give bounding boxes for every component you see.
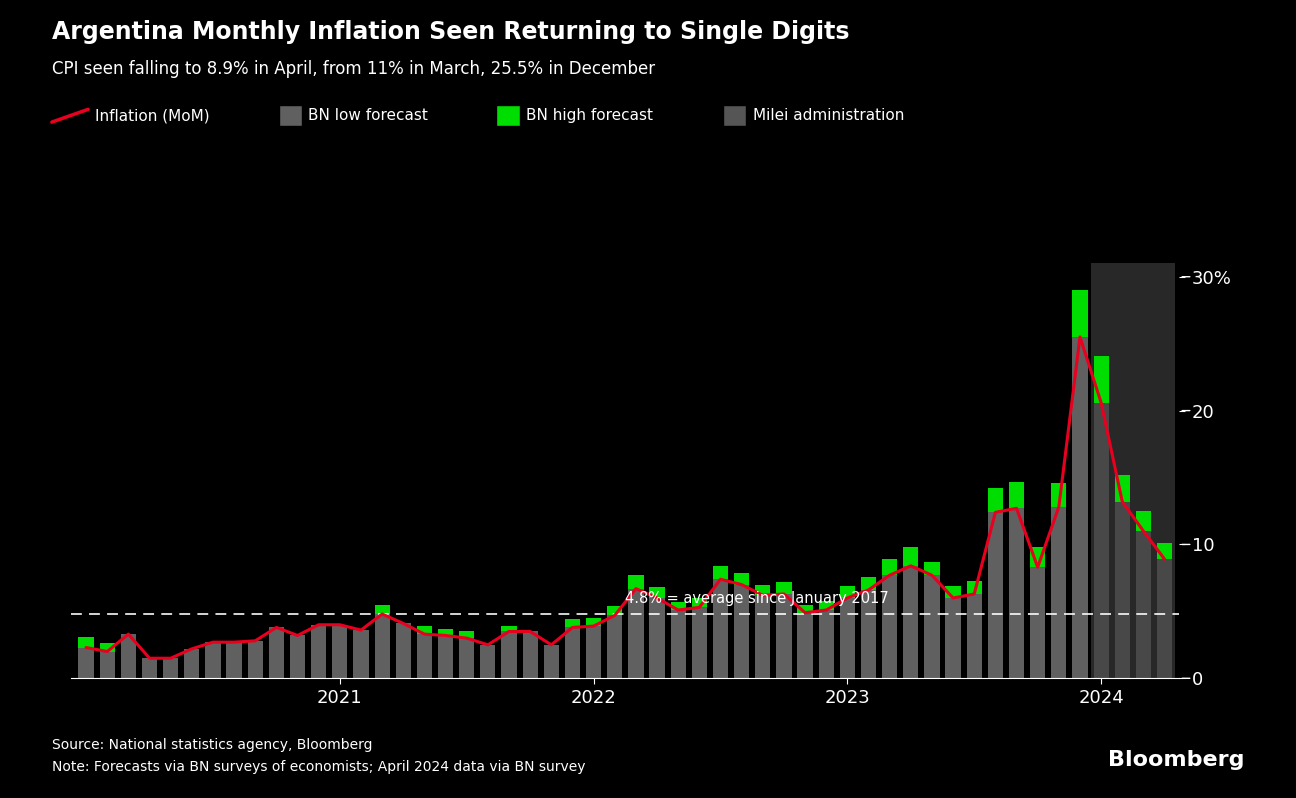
Bar [417,626,432,634]
Bar [946,586,960,598]
Bar [1157,543,1172,559]
Bar [565,627,581,678]
Bar [1115,475,1130,502]
Bar [395,623,411,678]
Bar [1090,263,1175,678]
Bar [205,642,220,678]
Bar [141,658,157,678]
Bar [607,615,622,678]
Bar [607,606,622,615]
Bar [1157,559,1172,678]
Bar [586,618,601,626]
Bar [756,595,770,678]
Bar [924,575,940,678]
Bar [988,488,1003,512]
Bar [290,635,305,678]
Bar [332,625,347,678]
Bar [184,649,200,678]
Bar [1115,502,1130,678]
Text: BN low forecast: BN low forecast [308,109,428,123]
Bar [797,605,813,613]
Bar [163,658,179,678]
Text: Bloomberg: Bloomberg [1108,750,1244,770]
Bar [79,647,93,678]
Bar [438,629,454,635]
Bar [311,625,327,678]
Bar [924,562,940,575]
Bar [840,598,855,678]
Bar [649,598,665,678]
Bar [840,586,855,598]
Bar [967,594,982,678]
Bar [629,575,644,589]
Bar [713,579,728,678]
Bar [544,645,559,678]
Bar [734,572,749,585]
Bar [819,610,833,678]
Bar [629,589,644,678]
Bar [459,638,474,678]
Bar [1030,567,1046,678]
Bar [1051,483,1067,507]
Bar [1072,290,1087,337]
Bar [438,635,454,678]
Bar [692,607,706,678]
Bar [248,641,263,678]
Bar [481,645,495,678]
Bar [522,631,538,678]
Bar [903,547,919,566]
Bar [79,637,93,647]
Bar [756,585,770,595]
Bar [1135,531,1151,678]
Bar [375,614,390,678]
Bar [819,601,833,610]
Bar [1094,402,1109,678]
Bar [797,613,813,678]
Bar [1030,547,1046,567]
Bar [459,631,474,638]
Bar [1008,481,1024,508]
Bar [1135,511,1151,531]
Bar [861,577,876,590]
Text: Source: National statistics agency, Bloomberg: Source: National statistics agency, Bloo… [52,738,372,753]
Bar [988,512,1003,678]
Bar [967,581,982,594]
Bar [100,651,115,678]
Text: BN high forecast: BN high forecast [526,109,653,123]
Bar [649,587,665,598]
Bar [1008,508,1024,678]
Bar [883,559,897,575]
Text: 4.8% = average since January 2017: 4.8% = average since January 2017 [625,591,889,606]
Bar [268,627,284,678]
Bar [1051,507,1067,678]
Bar [1072,337,1087,678]
Bar [502,626,517,631]
Bar [375,605,390,614]
Bar [692,598,706,607]
Bar [670,602,686,610]
Text: Note: Forecasts via BN surveys of economists; April 2024 data via BN survey: Note: Forecasts via BN surveys of econom… [52,760,586,774]
Bar [670,610,686,678]
Text: Argentina Monthly Inflation Seen Returning to Single Digits: Argentina Monthly Inflation Seen Returni… [52,20,849,44]
Bar [1094,356,1109,402]
Text: Inflation (MoM): Inflation (MoM) [95,109,209,123]
Bar [417,634,432,678]
Text: Milei administration: Milei administration [753,109,905,123]
Bar [734,585,749,678]
Bar [121,634,136,678]
Bar [502,631,517,678]
Bar [227,642,242,678]
Bar [776,582,792,594]
Bar [354,630,368,678]
Bar [100,643,115,651]
Bar [776,594,792,678]
Bar [883,575,897,678]
Bar [565,619,581,627]
Bar [586,626,601,678]
Bar [946,598,960,678]
Bar [903,566,919,678]
Bar [861,590,876,678]
Bar [713,566,728,579]
Text: CPI seen falling to 8.9% in April, from 11% in March, 25.5% in December: CPI seen falling to 8.9% in April, from … [52,60,654,78]
